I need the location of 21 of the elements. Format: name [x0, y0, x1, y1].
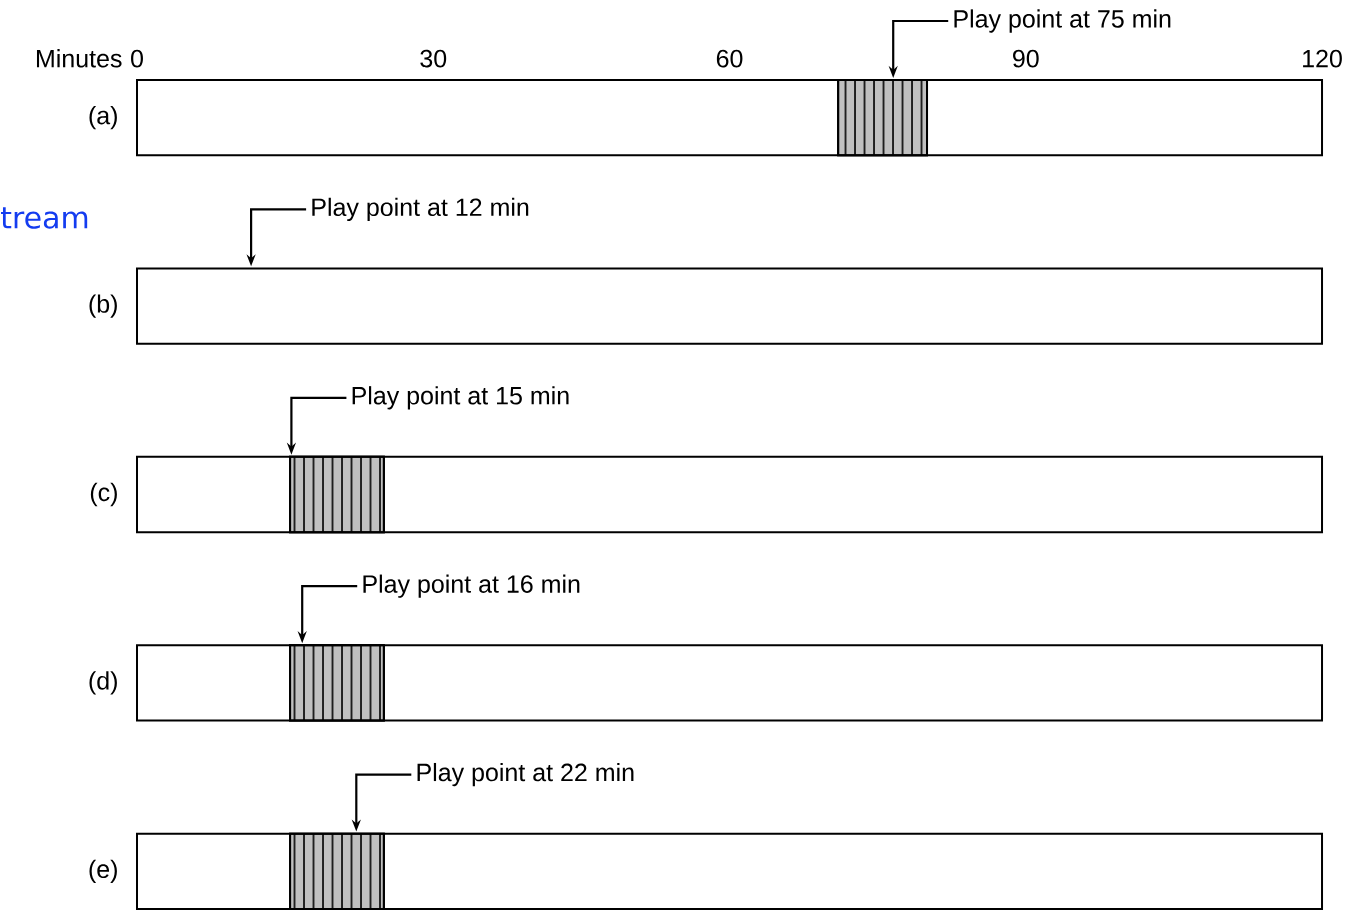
y-tick-label: (b)	[89, 294, 117, 318]
x-tick-label: 30	[420, 49, 447, 68]
annotation: Play point at 16 min	[363, 574, 580, 598]
x-tick-label: 120	[1303, 49, 1342, 68]
annotation: Play point at 75 min	[954, 9, 1171, 33]
x-tick-label: 90	[1013, 49, 1039, 68]
y-tick-label: (d)	[89, 671, 117, 695]
x-tick-label: 60	[716, 49, 743, 68]
bar	[136, 455, 1324, 534]
annotation: Play point at 12 min	[312, 197, 529, 222]
y-tick-label: (e)	[89, 859, 117, 883]
y-tick-label: (c)	[90, 482, 117, 507]
annotation: Play point at 15 min	[352, 386, 569, 410]
y-tick-label: (a)	[89, 106, 117, 130]
bar	[136, 79, 1324, 157]
x-axis-title: Minutes	[36, 49, 122, 68]
text: tream	[1, 207, 88, 229]
x-tick-label: 0	[131, 49, 143, 68]
bar	[136, 267, 1324, 345]
annotation: Play point at 22 min	[417, 762, 634, 787]
bar	[136, 644, 1324, 722]
